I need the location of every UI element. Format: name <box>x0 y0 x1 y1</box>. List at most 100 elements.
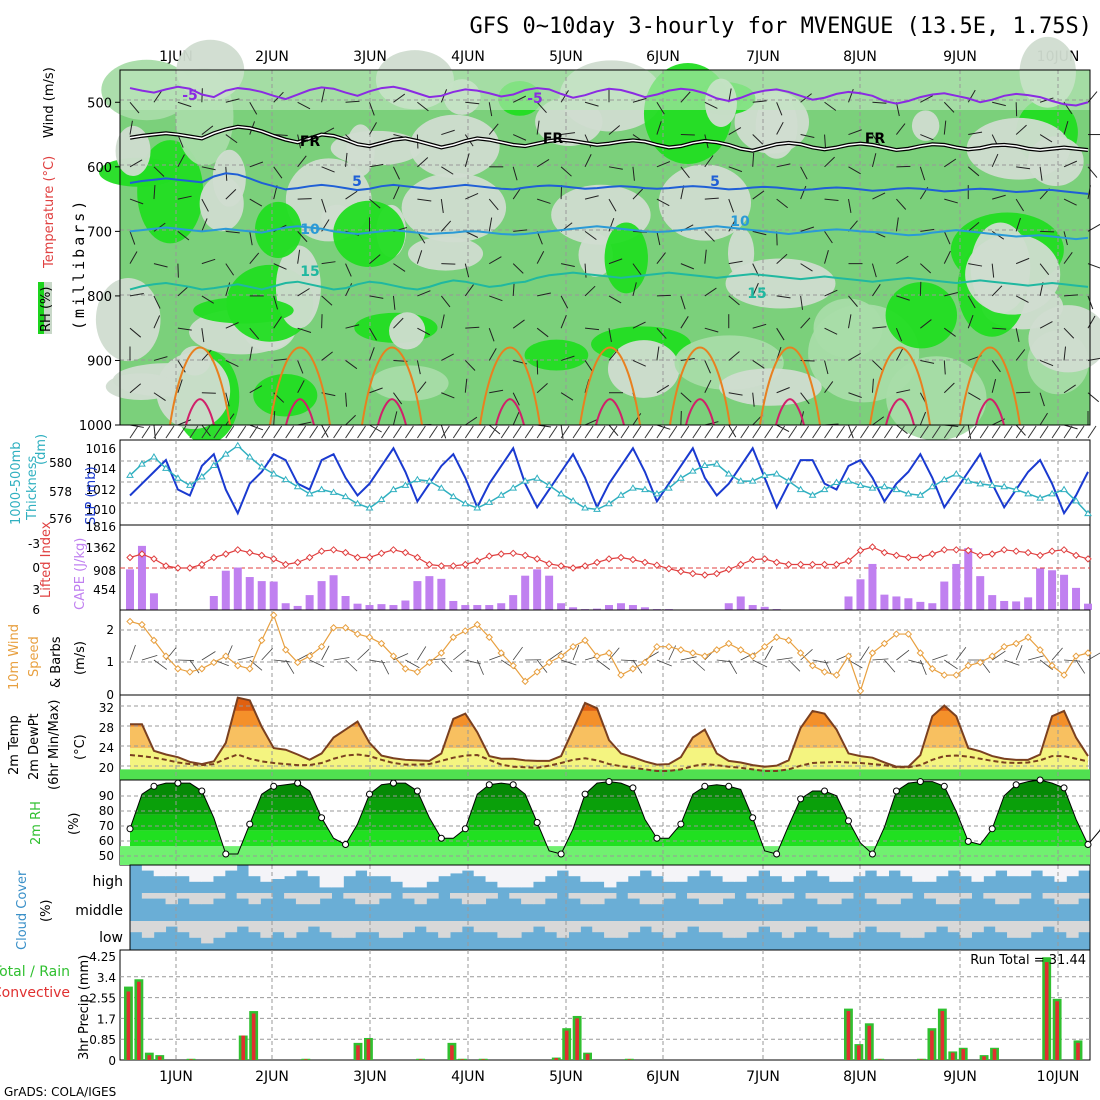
top-date-label: 6JUN <box>646 49 680 65</box>
wind-barb <box>824 289 838 297</box>
surface-barb <box>416 425 426 439</box>
wind-barb <box>656 252 666 264</box>
surface-barb <box>249 425 259 439</box>
rh2m-point <box>1036 776 1044 784</box>
precip-conv-bar <box>450 1045 454 1060</box>
wind-barb <box>465 230 479 238</box>
bottom-date-label: 3JUN <box>353 1069 387 1085</box>
rh-shade <box>727 228 755 278</box>
wind10-barb <box>596 659 611 670</box>
cloud-clear <box>888 893 901 905</box>
cloud-clear <box>639 921 652 927</box>
surface-barb <box>1075 425 1085 439</box>
wind-barb <box>536 251 545 264</box>
wind-barb <box>273 316 282 329</box>
rh-shade <box>719 368 822 406</box>
wind-barb <box>345 263 352 277</box>
rh2m-point <box>677 820 685 828</box>
cape-bar <box>365 605 374 610</box>
cloud-clear <box>1066 921 1079 938</box>
wind-barb <box>608 198 617 212</box>
wind-barb <box>1015 124 1027 135</box>
rh-shade <box>253 373 318 417</box>
surface-barb <box>884 425 893 439</box>
wind-barb <box>800 392 810 405</box>
wind-barb <box>225 360 239 368</box>
wind-barb <box>824 231 833 244</box>
precip-tick: 3.4 <box>97 971 116 985</box>
wind-barb <box>920 95 933 103</box>
cloud-clear <box>651 921 664 933</box>
surface-barb <box>572 425 582 439</box>
cape-bar <box>952 563 961 610</box>
wind10-point <box>1012 639 1020 648</box>
wind10-point <box>305 652 314 660</box>
wind-barb <box>489 256 502 265</box>
rh2m-point <box>222 850 230 858</box>
wind-barb <box>393 263 406 272</box>
cloud-clear <box>864 865 878 871</box>
cloud-clear <box>402 921 415 933</box>
rh2m-point <box>126 825 134 833</box>
cloud-clear <box>295 893 309 905</box>
wind-barb <box>1015 328 1020 342</box>
li-point <box>461 560 470 569</box>
wind10-panel: 2 1 0 10m Wind Speed & Barbs (m/s) <box>7 609 1100 702</box>
cloud-clear <box>331 865 344 888</box>
wind-barb <box>201 424 211 437</box>
wind-barb <box>800 226 815 232</box>
li-point <box>784 560 793 569</box>
wind10-point <box>677 646 685 654</box>
cloud-clear <box>532 865 546 882</box>
wind-barb <box>776 253 788 265</box>
surface-barb <box>764 425 774 439</box>
wind-barb <box>584 230 597 240</box>
precip-conv-bar <box>930 1030 934 1060</box>
wind-barb <box>752 360 765 369</box>
wind-barb <box>944 158 957 168</box>
wind10-point <box>521 677 529 686</box>
li-point <box>222 550 230 558</box>
rh-shade <box>156 352 231 430</box>
thickness-point <box>617 491 625 498</box>
wind-barb <box>1087 315 1096 329</box>
thickness-point <box>365 504 374 511</box>
wind10-barb <box>177 659 194 661</box>
thickness-point <box>293 482 302 490</box>
cloud-clear <box>544 893 558 899</box>
label-precip-title: 3hr Precip (mm) <box>77 955 92 1060</box>
cloud-clear <box>307 921 321 927</box>
cloud-clear <box>900 921 913 938</box>
wind-barb <box>560 392 574 401</box>
surface-barb <box>836 425 845 439</box>
wind10-point <box>593 652 601 660</box>
wind10-barb <box>381 659 390 675</box>
surface-barb <box>536 425 546 439</box>
wind-barb <box>129 251 138 264</box>
temp2m-tick: 28 <box>99 721 114 735</box>
precip-conv-bar <box>627 1059 632 1060</box>
precip-conv-bar <box>982 1056 986 1060</box>
wind10-point <box>629 665 637 673</box>
upper-y-tick-label: 700 <box>87 225 112 240</box>
wind-barb <box>800 263 813 272</box>
bottom-date-label: 9JUN <box>943 1069 977 1085</box>
wind10-point <box>485 633 493 641</box>
wind10-point <box>210 658 218 667</box>
wind10-point <box>748 652 757 660</box>
wind-barb <box>848 88 854 103</box>
wind10-point <box>856 687 865 695</box>
wind-barb <box>680 263 695 270</box>
wind10-point <box>1048 661 1056 670</box>
li-point <box>401 548 410 557</box>
cloud-clear <box>272 921 285 933</box>
li-point <box>808 560 817 569</box>
wind-barb <box>944 292 959 297</box>
label-thickness2: Thickness <box>25 456 40 521</box>
cloud-clear <box>675 921 688 933</box>
cloud-clear <box>414 893 427 905</box>
wind-barb <box>321 166 335 173</box>
surface-barb <box>560 425 570 439</box>
wind-barb <box>177 379 183 393</box>
wind-barb <box>560 90 569 103</box>
